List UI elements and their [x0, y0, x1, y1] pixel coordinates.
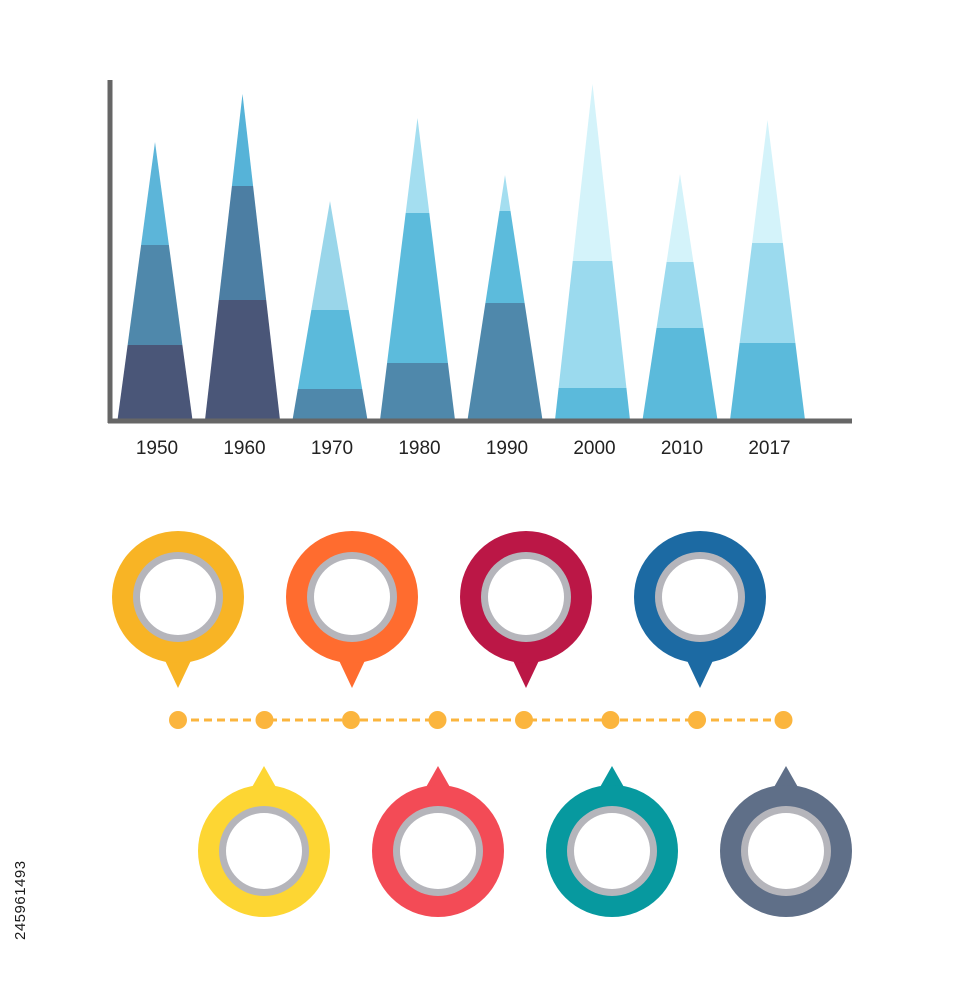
- pin-blue-center: [662, 559, 738, 635]
- x-tick-label-1990: 1990: [486, 438, 528, 459]
- timeline-dot-6: [601, 711, 620, 729]
- pin-red: [372, 766, 504, 917]
- timeline-dot-3: [342, 711, 360, 729]
- timeline-dot-2: [255, 711, 274, 729]
- x-tick-label-2010: 2010: [661, 438, 703, 459]
- x-tick-label-1950: 1950: [136, 438, 178, 459]
- bar-2010: [642, 174, 718, 420]
- bar-1950-segment-3: [141, 142, 169, 245]
- stock-id-vertical: 245961493: [12, 760, 36, 940]
- bar-2017-segment-3: [752, 120, 783, 243]
- bar-1970: [292, 201, 368, 420]
- bar-1980-segment-2: [387, 213, 448, 363]
- pin-slate: [720, 766, 852, 917]
- x-tick-label-1980: 1980: [398, 438, 440, 459]
- bar-chart: 1950 1960 1970 1980 1990 2000 2010 2017: [107, 80, 852, 459]
- bar-2000-segment-1: [555, 388, 630, 420]
- bar-1960-segment-1: [205, 300, 280, 420]
- pin-blue: [634, 531, 766, 688]
- bar-1980-segment-1: [380, 363, 455, 420]
- bar-1990-segment-2: [485, 211, 525, 303]
- bar-2010-segment-1: [642, 328, 718, 420]
- bar-2017-segment-1: [730, 343, 805, 420]
- bar-2017-segment-2: [739, 243, 796, 343]
- bar-1950-segment-2: [127, 245, 183, 345]
- x-tick-labels: 1950 1960 1970 1980 1990 2000 2010 2017: [136, 438, 791, 459]
- timeline-dot-7: [688, 711, 706, 729]
- x-tick-label-2000: 2000: [573, 438, 615, 459]
- bar-2010-segment-3: [666, 174, 694, 262]
- bar-2010-segment-2: [656, 262, 704, 328]
- pin-orange-yellow: [112, 531, 244, 688]
- pin-teal-center: [574, 813, 650, 889]
- bar-1960-segment-3: [231, 94, 254, 186]
- pin-orange-yellow-center: [140, 559, 216, 635]
- x-tick-label-1960: 1960: [223, 438, 265, 459]
- bar-2000-segment-2: [558, 261, 627, 388]
- bar-1960: [205, 94, 280, 420]
- pin-crimson: [460, 531, 592, 688]
- x-tick-label-2017: 2017: [748, 438, 790, 459]
- chart-bars: [117, 84, 805, 420]
- pin-red-center: [400, 813, 476, 889]
- bar-1970-segment-2: [297, 310, 363, 389]
- pin-teal: [546, 766, 678, 917]
- bar-1990-segment-1: [467, 303, 543, 420]
- pin-crimson-center: [488, 559, 564, 635]
- location-pins: [112, 531, 852, 917]
- pin-yellow-center: [226, 813, 302, 889]
- pin-slate-center: [748, 813, 824, 889]
- x-tick-label-1970: 1970: [311, 438, 353, 459]
- bar-1970-segment-3: [311, 201, 349, 310]
- bar-1990-segment-3: [499, 175, 511, 211]
- timeline-dot-8: [774, 711, 793, 729]
- bar-2000: [555, 84, 630, 420]
- timeline: [169, 711, 793, 729]
- bar-1990: [467, 175, 543, 420]
- bar-1980-segment-3: [405, 118, 430, 213]
- bar-1950-segment-1: [117, 345, 193, 420]
- pin-orange-center: [314, 559, 390, 635]
- pin-orange: [286, 531, 418, 688]
- timeline-dot-1: [169, 711, 187, 729]
- bar-2017: [730, 120, 805, 420]
- pin-yellow: [198, 766, 330, 917]
- bar-2000-segment-3: [572, 84, 613, 261]
- bar-1950: [117, 142, 193, 420]
- stock-id-text: 245961493: [12, 860, 29, 940]
- bar-1960-segment-2: [218, 186, 267, 300]
- timeline-dot-4: [428, 711, 447, 729]
- timeline-dot-5: [515, 711, 533, 729]
- bar-1970-segment-1: [292, 389, 368, 420]
- bar-1980: [380, 118, 455, 420]
